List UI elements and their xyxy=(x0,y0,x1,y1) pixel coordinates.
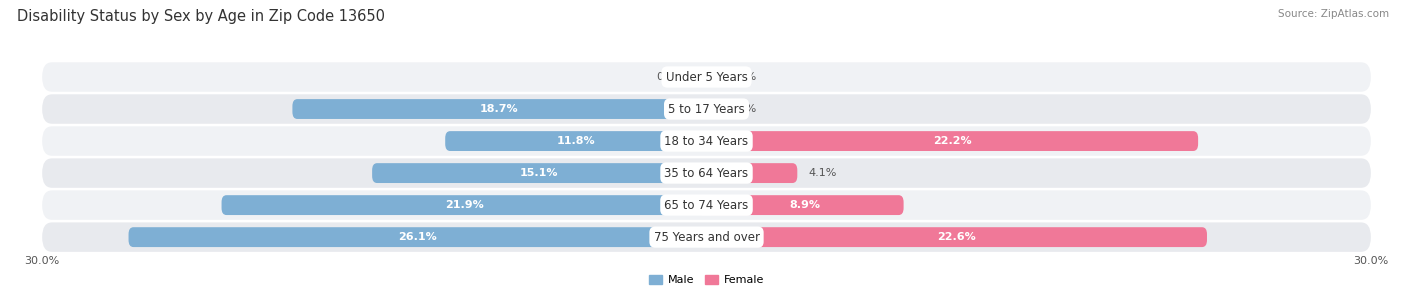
FancyBboxPatch shape xyxy=(128,227,706,247)
FancyBboxPatch shape xyxy=(706,163,797,183)
Text: 75 Years and over: 75 Years and over xyxy=(654,231,759,244)
Text: 4.1%: 4.1% xyxy=(808,168,837,178)
Text: 0.0%: 0.0% xyxy=(728,104,756,114)
FancyBboxPatch shape xyxy=(42,62,1371,92)
Text: Source: ZipAtlas.com: Source: ZipAtlas.com xyxy=(1278,9,1389,19)
Text: 26.1%: 26.1% xyxy=(398,232,437,242)
FancyBboxPatch shape xyxy=(706,227,1206,247)
FancyBboxPatch shape xyxy=(292,99,706,119)
Text: 22.6%: 22.6% xyxy=(938,232,976,242)
FancyBboxPatch shape xyxy=(373,163,706,183)
Text: 11.8%: 11.8% xyxy=(557,136,595,146)
Text: 35 to 64 Years: 35 to 64 Years xyxy=(665,167,748,180)
Text: 18 to 34 Years: 18 to 34 Years xyxy=(665,135,748,148)
FancyBboxPatch shape xyxy=(42,158,1371,188)
Text: Under 5 Years: Under 5 Years xyxy=(665,70,748,84)
FancyBboxPatch shape xyxy=(42,222,1371,252)
Text: 65 to 74 Years: 65 to 74 Years xyxy=(665,199,748,212)
FancyBboxPatch shape xyxy=(706,131,1198,151)
Text: Disability Status by Sex by Age in Zip Code 13650: Disability Status by Sex by Age in Zip C… xyxy=(17,9,385,24)
Text: 0.0%: 0.0% xyxy=(657,72,685,82)
FancyBboxPatch shape xyxy=(42,190,1371,220)
Text: 8.9%: 8.9% xyxy=(790,200,821,210)
FancyBboxPatch shape xyxy=(706,195,904,215)
Text: 18.7%: 18.7% xyxy=(481,104,519,114)
FancyBboxPatch shape xyxy=(706,67,717,87)
FancyBboxPatch shape xyxy=(42,126,1371,156)
FancyBboxPatch shape xyxy=(706,99,717,119)
Text: 22.2%: 22.2% xyxy=(934,136,972,146)
Text: 0.0%: 0.0% xyxy=(728,72,756,82)
Legend: Male, Female: Male, Female xyxy=(644,271,769,290)
FancyBboxPatch shape xyxy=(446,131,706,151)
Text: 5 to 17 Years: 5 to 17 Years xyxy=(668,102,745,116)
FancyBboxPatch shape xyxy=(42,94,1371,124)
Text: 21.9%: 21.9% xyxy=(444,200,484,210)
Text: 15.1%: 15.1% xyxy=(520,168,558,178)
FancyBboxPatch shape xyxy=(696,67,706,87)
FancyBboxPatch shape xyxy=(222,195,706,215)
